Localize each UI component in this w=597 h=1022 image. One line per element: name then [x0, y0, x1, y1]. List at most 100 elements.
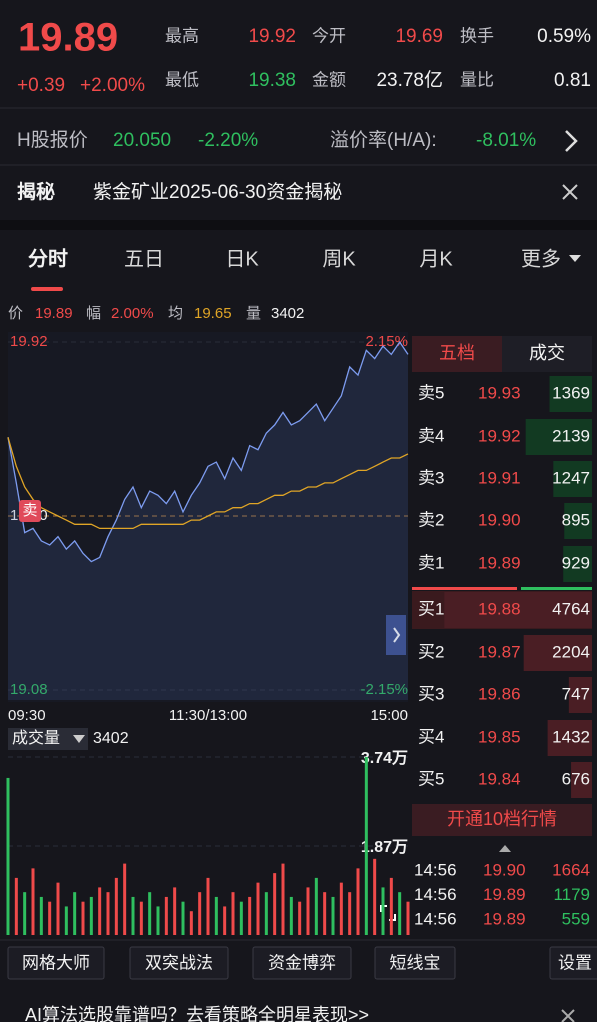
- volume-bar: [214, 896, 218, 935]
- book-price: 19.91: [478, 468, 521, 487]
- book-tab[interactable]: 五档: [439, 343, 475, 363]
- dropdown-icon[interactable]: [569, 255, 581, 262]
- depth-bar: [444, 592, 592, 628]
- depth-bar: [523, 635, 592, 671]
- depth-bar: [553, 461, 592, 497]
- volume-bar: [239, 901, 243, 935]
- summary-value: 19.89: [35, 305, 73, 322]
- volume-selector[interactable]: [8, 728, 88, 750]
- trade-time: 14:56: [414, 885, 457, 904]
- trade-volume: 1664: [552, 860, 590, 879]
- premium: -8.01%: [476, 130, 536, 151]
- book-volume: 929: [562, 553, 590, 572]
- volume-bar: [81, 901, 85, 935]
- divider-green: [521, 587, 592, 590]
- volume-bar: [398, 892, 402, 935]
- close-icon[interactable]: [562, 184, 578, 200]
- stat-value: 0.59%: [537, 26, 591, 47]
- tab-active-bg: [412, 336, 502, 372]
- tab[interactable]: 五日: [124, 248, 164, 270]
- notice-text[interactable]: 紫金矿业2025-06-30资金揭秘: [93, 181, 342, 203]
- book-side: 买1: [418, 599, 444, 618]
- expand-button[interactable]: [386, 615, 406, 655]
- x-tick-label: 11:30/13:00: [169, 707, 247, 724]
- volume-bar: [181, 901, 185, 935]
- tab[interactable]: 月K: [419, 248, 453, 270]
- trade-price: 19.89: [483, 885, 526, 904]
- y2-tick-label: -2.15%: [360, 681, 408, 698]
- volume-bar: [273, 873, 277, 935]
- stat-value: 19.69: [395, 26, 443, 47]
- expand-icon: [393, 627, 401, 643]
- change: +0.39: [17, 75, 65, 96]
- book-tab[interactable]: 成交: [529, 343, 565, 363]
- trade-price: 19.90: [483, 860, 526, 879]
- book-side: 买2: [418, 642, 444, 661]
- premium-label: 溢价率(H/A):: [330, 129, 437, 151]
- depth-bar: [571, 762, 592, 798]
- price-line: [7, 340, 409, 563]
- volume-bar: [64, 906, 68, 935]
- volume-bar: [48, 901, 52, 935]
- volume-bar: [89, 896, 93, 935]
- volume-title[interactable]: 成交量: [12, 729, 60, 747]
- stat-label: 金额: [312, 70, 346, 89]
- price-area: [8, 342, 408, 700]
- volume-bar: [189, 911, 193, 935]
- stat-label: 最低: [165, 70, 199, 89]
- volume-bar: [364, 757, 368, 935]
- banner-text[interactable]: AI算法选股靠谱吗？去看策略全明星表现>>: [25, 1005, 369, 1022]
- volume-bar: [314, 877, 318, 935]
- tab[interactable]: 日K: [225, 248, 259, 270]
- tool-button[interactable]: [549, 946, 597, 980]
- volume-bar: [298, 901, 302, 935]
- summary-label: 价: [8, 305, 23, 322]
- upgrade-button[interactable]: [412, 804, 592, 836]
- tab-bg: [502, 336, 592, 372]
- h-share-change: -2.20%: [198, 130, 258, 151]
- book-volume: 1432: [552, 727, 590, 746]
- trade-time: 14:56: [414, 909, 457, 928]
- h-share-label: H股报价: [17, 129, 88, 151]
- volume-bar: [406, 901, 410, 935]
- depth-bar: [564, 503, 592, 539]
- volume-bar: [331, 896, 335, 935]
- volume-bar: [123, 863, 127, 935]
- book-side: 卖1: [418, 553, 444, 572]
- tab[interactable]: 分时: [28, 247, 68, 270]
- y-tick-label: 19.08: [10, 681, 48, 698]
- stat-value: 23.78亿: [376, 69, 443, 91]
- upgrade-label[interactable]: 开通10档行情: [447, 809, 557, 829]
- close-icon[interactable]: [561, 1009, 575, 1022]
- book-price: 19.93: [478, 383, 521, 402]
- trade-time: 14:56: [414, 860, 457, 879]
- volume-bar: [231, 892, 235, 935]
- summary-value: 19.65: [194, 305, 232, 322]
- y-tick-label: 3.74万: [361, 750, 408, 767]
- volume-bar: [348, 892, 352, 935]
- volume-bar: [248, 896, 252, 935]
- volume-bar: [156, 906, 160, 935]
- volume-bar: [256, 882, 260, 935]
- book-side: 卖4: [418, 426, 444, 445]
- tab[interactable]: 周K: [322, 248, 356, 270]
- volume-bar: [114, 877, 118, 935]
- chevron-icon[interactable]: [565, 130, 578, 152]
- tool-button[interactable]: [374, 946, 456, 980]
- tool-button[interactable]: [7, 946, 105, 980]
- collapse-icon[interactable]: [499, 845, 511, 852]
- book-price: 19.89: [478, 553, 521, 572]
- volume-bar: [23, 892, 27, 935]
- volume-bar: [289, 896, 293, 935]
- y-tick-label: 1.87万: [361, 839, 408, 856]
- depth-bar: [568, 677, 592, 713]
- book-volume: 2204: [552, 642, 590, 661]
- tab[interactable]: 更多: [521, 247, 561, 270]
- tool-button[interactable]: [252, 946, 352, 980]
- notice-tag: 揭秘: [17, 180, 55, 203]
- tool-button[interactable]: [129, 946, 229, 980]
- summary-label: 量: [246, 305, 261, 322]
- y-tick-label: 19.92: [10, 333, 48, 350]
- volume-bar: [223, 906, 227, 935]
- book-price: 19.90: [478, 510, 521, 529]
